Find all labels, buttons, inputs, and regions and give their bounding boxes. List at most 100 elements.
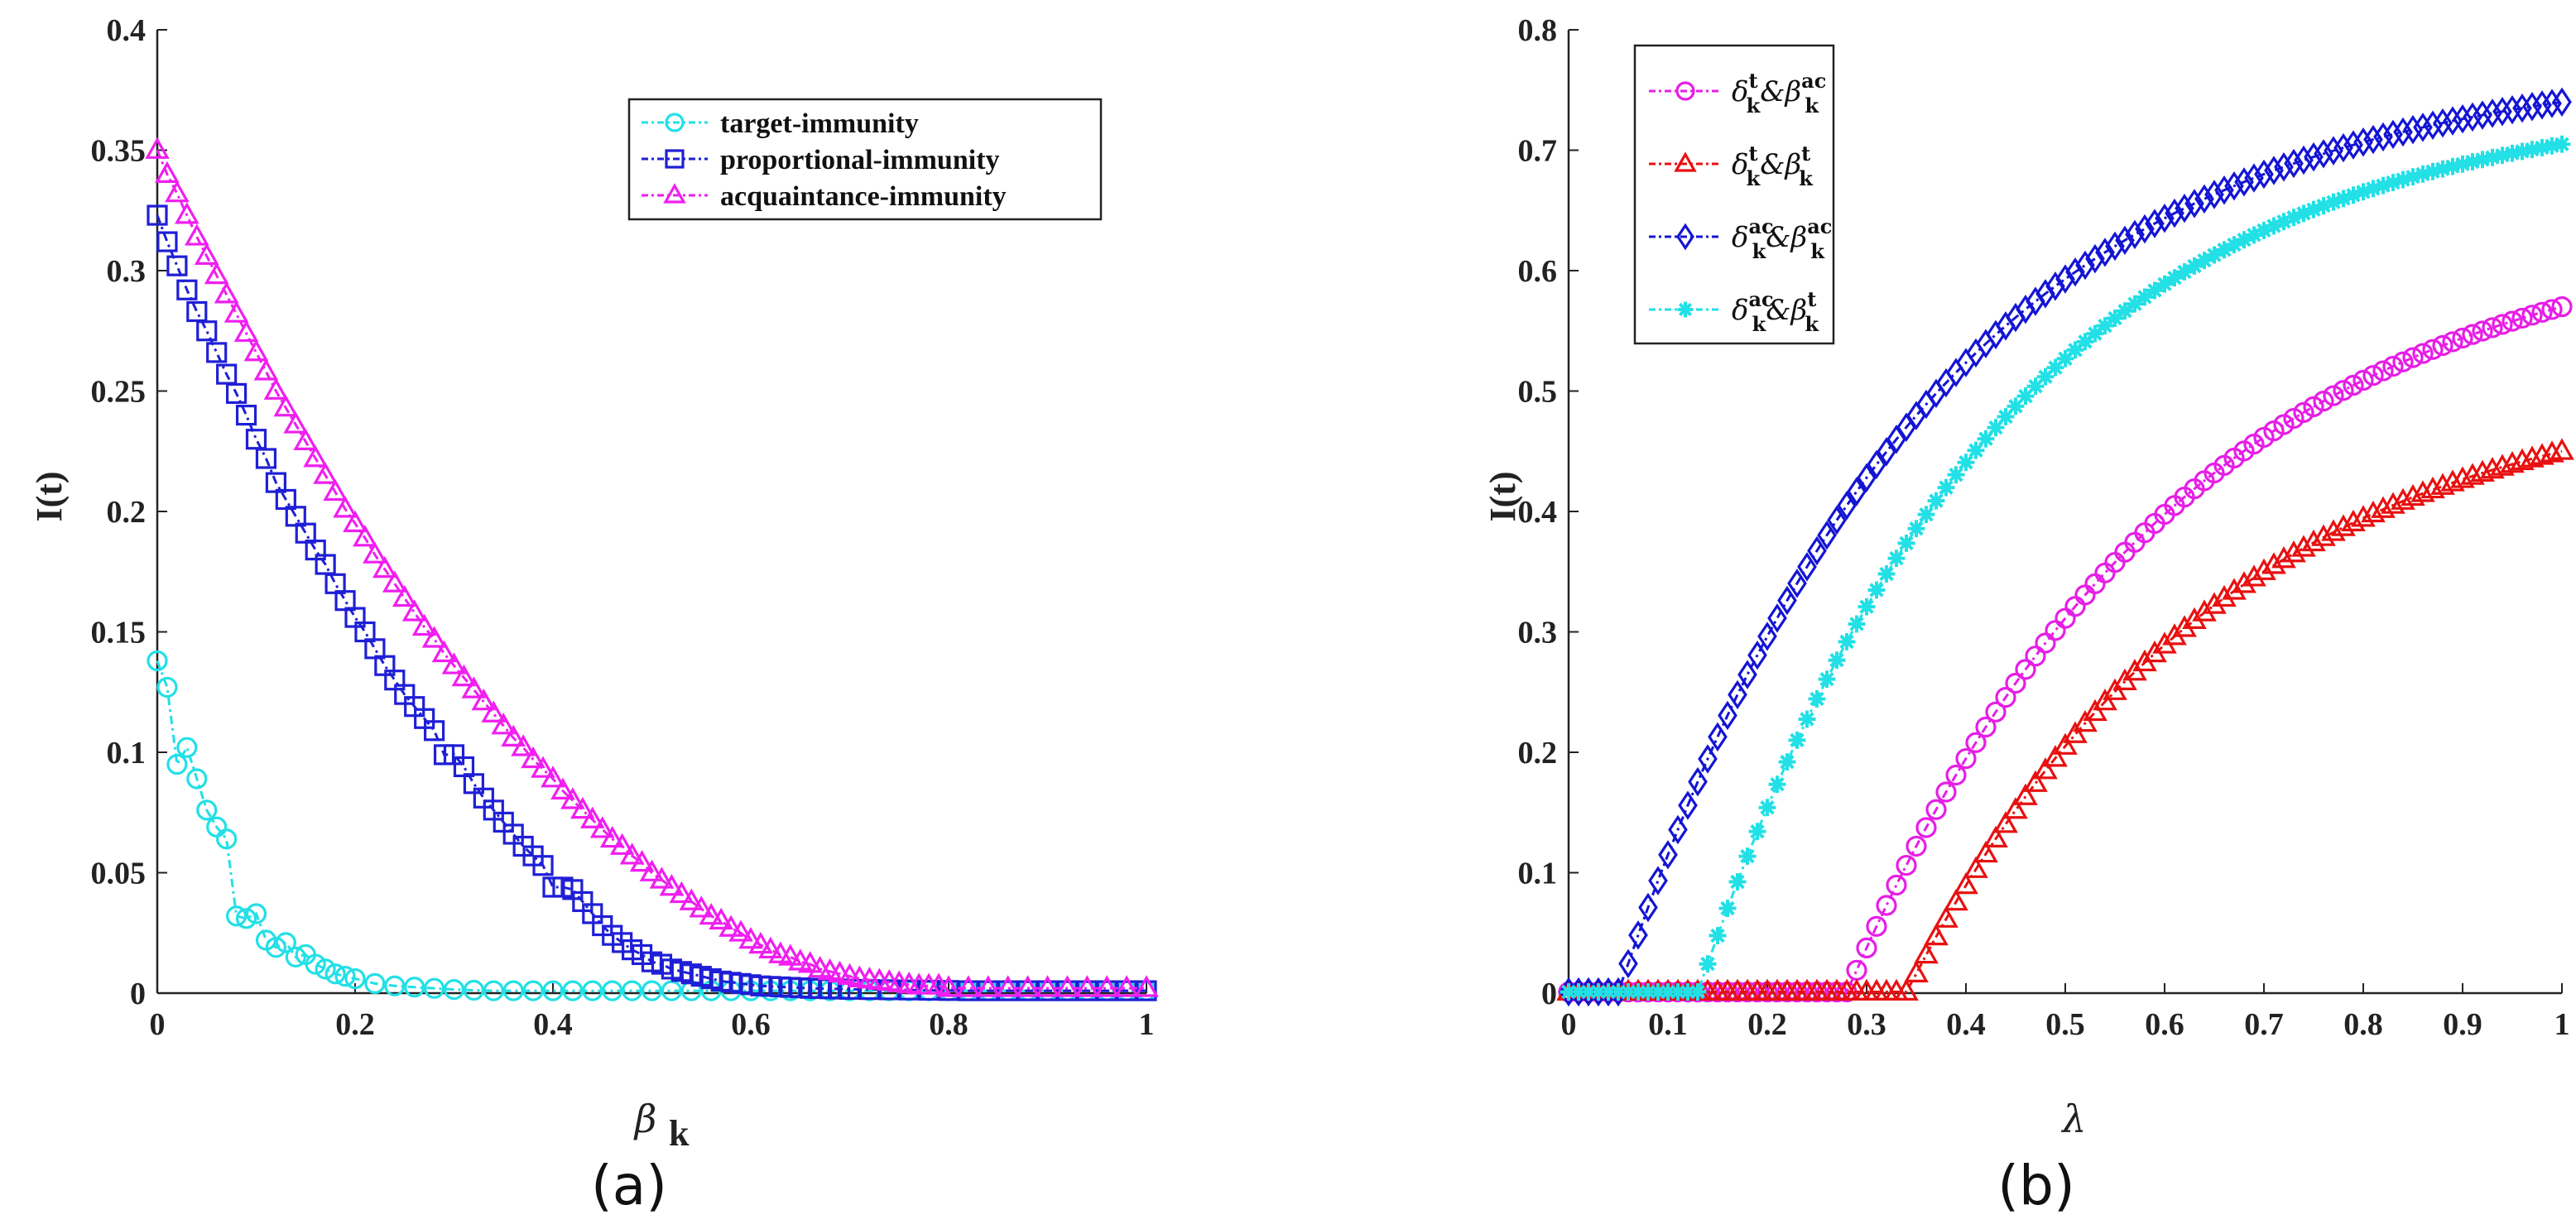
series-3-point-c — [1972, 446, 1980, 455]
series-2-point — [2453, 103, 2473, 134]
series-2-point — [1817, 520, 1837, 550]
series-2-point — [2542, 89, 2562, 118]
series-2-point — [2443, 106, 2463, 136]
chart-a-ytick-label: 0 — [130, 977, 146, 1011]
chart-b-xtick-label: 0.4 — [1946, 1007, 1986, 1042]
series-3-point — [2096, 317, 2114, 335]
series-acquaintance-immunity-point — [649, 867, 675, 889]
series-target-immunity-point — [285, 946, 306, 967]
series-2-point — [1757, 622, 1777, 651]
legend-1-label-part: t — [1748, 142, 1757, 166]
chart-a-ytick-label: 0.1 — [107, 736, 147, 771]
series-3-point-c — [1872, 586, 1881, 594]
series-acquaintance-immunity-point — [1015, 975, 1040, 997]
series-0-point — [2521, 305, 2543, 326]
series-2-point — [2532, 90, 2552, 120]
series-2-point — [1857, 463, 1877, 493]
series-3-point-c — [1594, 987, 1603, 996]
series-3-point — [1967, 441, 1985, 459]
series-3-point-c — [1962, 458, 1970, 467]
series-target-immunity-point — [315, 958, 336, 980]
series-2-point — [2055, 264, 2075, 294]
series-target-immunity-point — [621, 980, 643, 1001]
series-1-point — [2073, 709, 2098, 732]
series-2-point — [2045, 271, 2065, 301]
series-3-point-c — [2280, 217, 2288, 226]
series-1-point — [2242, 564, 2266, 587]
series-2-point — [1628, 920, 1648, 950]
series-2-point — [1827, 505, 1847, 535]
series-0-point — [2005, 672, 2026, 694]
series-proportional-immunity-point — [1016, 980, 1039, 1001]
series-acquaintance-immunity-point — [709, 907, 733, 930]
series-acquaintance-immunity-point — [303, 445, 329, 468]
series-acquaintance-immunity-point — [363, 541, 387, 564]
series-3-point-c — [1723, 904, 1732, 913]
series-acquaintance-immunity-point — [223, 300, 249, 323]
series-3-point — [1728, 873, 1747, 891]
chart-b-xlabel: λ — [2060, 1097, 2086, 1141]
series-3-point-c — [1992, 423, 2000, 432]
legend-acquaintance-immunity-marker — [663, 183, 686, 204]
legend-3-label-part: k — [1805, 312, 1819, 336]
chart-a-xtick-label: 0.2 — [335, 1007, 375, 1042]
series-0-point — [1896, 854, 1917, 876]
series-2-point — [2383, 119, 2403, 150]
legend-2-label-part: δ — [1732, 221, 1748, 254]
series-3-point — [2006, 397, 2025, 415]
series-proportional-immunity-point — [1096, 980, 1117, 1001]
legend-1-label-part: k — [1747, 166, 1761, 190]
series-3-point — [2136, 288, 2154, 306]
chart-b-xtick-label: 0 — [1561, 1007, 1577, 1042]
series-0-point — [2472, 320, 2493, 342]
series-2-point — [1767, 603, 1787, 633]
series-2-point — [1638, 892, 1658, 923]
chart-a-xtick-label: 0.4 — [533, 1007, 573, 1042]
series-target-immunity-point — [147, 650, 168, 672]
legend-3-label-part: ac — [1748, 287, 1773, 311]
series-acquaintance-immunity-point — [728, 919, 753, 942]
series-acquaintance-immunity-point — [579, 806, 605, 828]
series-acquaintance-immunity-point — [233, 319, 259, 343]
series-2-point — [1747, 640, 1767, 670]
series-target-immunity-point — [602, 980, 623, 1001]
legend-target-immunity-marker — [665, 113, 685, 132]
series-0-point — [1886, 874, 1907, 896]
series-target-immunity-point — [562, 980, 584, 1001]
series-1-point — [2440, 469, 2465, 492]
series-acquaintance-immunity-point — [283, 411, 309, 434]
series-1-point — [2291, 535, 2316, 557]
chart-a-xtick-label: 0.6 — [731, 1007, 771, 1042]
series-acquaintance-immunity-point — [411, 613, 437, 636]
series-target-immunity-point — [235, 908, 257, 929]
series-acquaintance-immunity-point — [343, 510, 368, 532]
series-0-point — [2035, 632, 2056, 654]
series-1-point — [1954, 871, 1978, 895]
series-1-point — [2450, 466, 2475, 488]
series-1-point — [2351, 505, 2376, 527]
series-2-point — [2085, 243, 2105, 274]
series-3-point-c — [1634, 987, 1642, 996]
series-3-point — [1987, 419, 2005, 437]
series-2-point — [2204, 180, 2224, 209]
series-2-point — [2135, 214, 2155, 244]
series-1-point — [2371, 496, 2396, 518]
series-3-point-c — [2260, 226, 2268, 235]
chart-b-ytick-label: 0.4 — [1518, 495, 1558, 530]
series-0-point — [2551, 296, 2573, 318]
series-proportional-immunity-line — [156, 214, 1146, 992]
chart-b-ytick-label: 0.5 — [1518, 375, 1558, 410]
series-target-immunity-point — [305, 953, 326, 975]
series-acquaintance-immunity-point — [155, 161, 180, 183]
series-2-point — [2125, 219, 2145, 250]
series-1-point — [2281, 540, 2306, 563]
chart-b-ytick-label: 0.8 — [1518, 13, 1558, 48]
chart-b-plot-area: 0 0.1 0.2 0.3 0.4 0.5 0.6 0.7 0.8 0.9 1 0 0.1 0.2 0.3 0… — [1518, 13, 2574, 1042]
series-target-immunity-point — [344, 967, 366, 990]
series-3-point — [2086, 324, 2104, 343]
legend-acquaintance-immunity-label: acquaintance-immunity — [720, 181, 1007, 212]
legend-0-label-part: k — [1805, 94, 1819, 118]
series-acquaintance-immunity-point — [471, 688, 497, 711]
legend-2-label-part: ac — [1748, 214, 1773, 238]
series-1-point — [2252, 558, 2276, 580]
